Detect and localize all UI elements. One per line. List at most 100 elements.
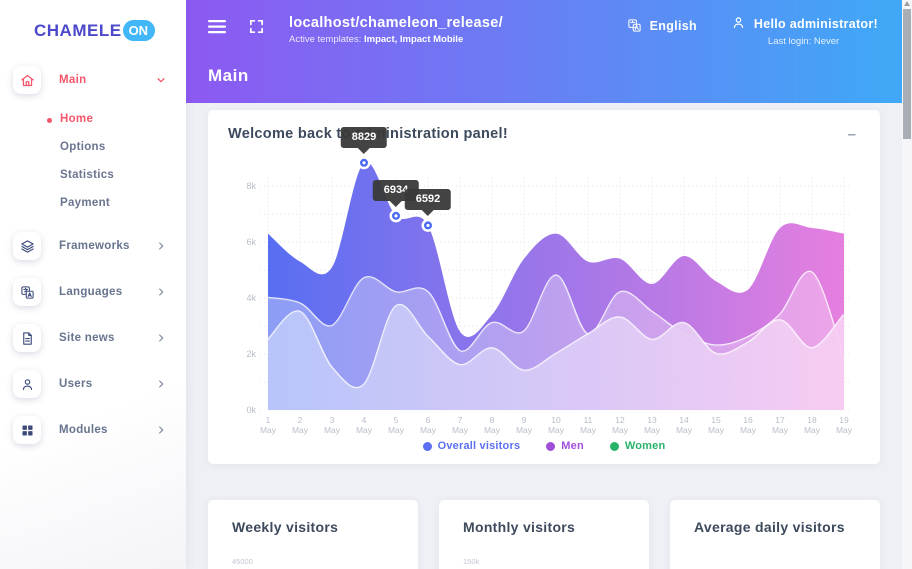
legend-dot [546,441,556,451]
translate-icon [13,278,41,306]
fullscreen-icon[interactable] [248,18,265,35]
layers-icon [13,232,41,260]
scrollbar-thumb[interactable] [903,9,911,139]
topbar-right: English Hello administrator! Last login:… [627,15,878,47]
card-title: Average daily visitors [694,519,845,535]
axis-label: 150k [463,557,480,566]
sidebar: CHAMELE ON Main Home Options Statistics … [0,0,186,569]
card-title: Monthly visitors [463,519,576,535]
legend-label: Overall visitors [437,440,521,452]
content: Welcome back to administration panel! – … [208,110,880,569]
legend-dot [422,441,432,451]
sidebar-item-main[interactable]: Main [0,57,186,103]
chart-tooltip: 6592 [404,189,452,211]
sidebar-submenu-main: Home Options Statistics Payment [0,103,186,223]
chameleon-logo[interactable]: CHAMELE ON [0,0,186,57]
active-templates-value: Impact, Impact Mobile [363,34,464,45]
language-label: English [649,18,697,33]
sidebar-item-label: Languages [59,286,123,298]
sidebar-item-label: Main [59,74,87,86]
legend-dot [609,441,619,451]
sidebar-item-site-news[interactable]: Site news [0,315,186,361]
axis-label: 45000 [232,557,253,566]
page-title: Main [208,66,249,85]
sidebar-item-frameworks[interactable]: Frameworks [0,223,186,269]
user-icon [13,370,41,398]
chevron-right-icon [156,241,166,251]
collapse-card-button[interactable]: – [847,125,856,143]
sidebar-item-payment[interactable]: Payment [60,197,111,209]
hamburger-menu-icon[interactable] [208,20,226,34]
active-templates: Active templates: Impact, Impact Mobile [289,34,503,45]
sidebar-item-home[interactable]: Home [0,105,186,133]
visitors-chart: 0k 2k 4k 6k 8k 1 May 2 May 3 May 4 May 5 May 6 May 7 May 8 M… [228,126,860,438]
svg-text:0k: 0k [246,405,256,415]
sidebar-item-modules[interactable]: Modules [0,407,186,453]
person-icon [731,15,746,30]
chevron-right-icon [156,425,166,435]
legend-item[interactable]: Women [609,440,666,452]
grid-icon [13,416,41,444]
user-greeting: Hello administrator! [753,17,878,31]
legend-item[interactable]: Men [546,440,584,452]
average-daily-visitors-card: Average daily visitors [670,500,880,569]
document-icon [13,324,41,352]
stats-cards-row: Weekly visitors 45000 Monthly visitors 1… [208,500,880,569]
card-title: Weekly visitors [232,519,339,535]
weekly-visitors-card: Weekly visitors 45000 [208,500,418,569]
sidebar-item-users[interactable]: Users [0,361,186,407]
language-selector[interactable]: English [627,18,697,33]
svg-text:4k: 4k [246,293,256,303]
user-menu[interactable]: Hello administrator! Last login: Never [731,15,878,47]
legend-item[interactable]: Overall visitors [422,440,521,452]
legend-label: Women [624,440,666,452]
svg-text:2k: 2k [246,349,256,359]
monthly-visitors-card: Monthly visitors 150k [439,500,649,569]
sidebar-item-languages[interactable]: Languages [0,269,186,315]
last-login: Last login: Never [767,36,840,47]
svg-text:8k: 8k [246,181,256,191]
chevron-right-icon [156,379,166,389]
site-title: localhost/chameleon_release/ [289,15,503,31]
site-title-block: localhost/chameleon_release/ Active temp… [289,15,503,45]
chevron-right-icon [156,287,166,297]
chevron-down-icon [156,75,166,85]
topbar: localhost/chameleon_release/ Active temp… [186,0,902,47]
legend-label: Men [561,440,584,452]
sidebar-item-label: Users [59,378,93,390]
sidebar-item-statistics[interactable]: Statistics [60,169,115,181]
translate-icon [627,18,642,33]
active-templates-label: Active templates: [289,34,362,45]
sidebar-item-options[interactable]: Options [60,141,106,153]
chevron-right-icon [156,333,166,343]
sidebar-item-label: Frameworks [59,240,130,252]
sidebar-item-label: Modules [59,424,108,436]
area-chart: 0k 2k 4k 6k 8k 1 May 2 May 3 May 4 May 5 May 6 May 7 May 8 M… [246,156,853,435]
scrollbar-up-icon[interactable] [904,1,910,6]
sidebar-item-label: Site news [59,332,115,344]
main-area: localhost/chameleon_release/ Active temp… [186,0,902,569]
header: localhost/chameleon_release/ Active temp… [186,0,902,103]
page-scrollbar[interactable] [902,0,912,569]
svg-text:6k: 6k [246,237,256,247]
welcome-chart-card: Welcome back to administration panel! – … [208,110,880,464]
logo-badge: ON [122,20,156,41]
